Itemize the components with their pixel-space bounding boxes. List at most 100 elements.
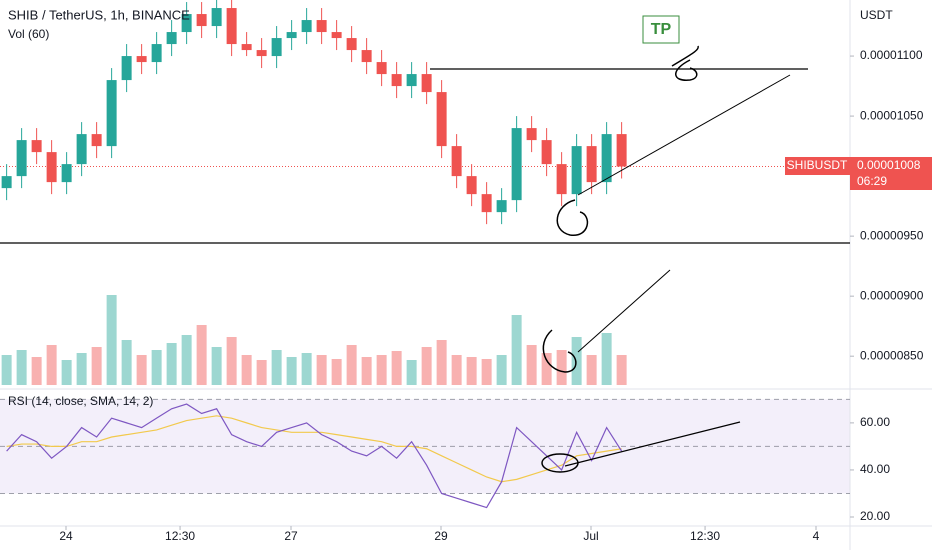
- volume-bar: [406, 360, 417, 385]
- candle-body: [421, 74, 432, 93]
- volume-bar: [91, 347, 102, 385]
- volume-bar: [466, 357, 477, 385]
- scribble: [541, 453, 579, 473]
- candle-body: [121, 56, 132, 81]
- y-tick-label: 0.00001050: [860, 108, 924, 122]
- candle-body: [211, 8, 222, 27]
- candle-body: [346, 38, 357, 51]
- volume-title: Vol (60): [8, 27, 49, 41]
- y-tick-label: 0.00001100: [860, 48, 923, 62]
- x-tick-label: 4: [813, 529, 820, 543]
- volume-bar: [31, 357, 42, 385]
- volume-bar: [526, 345, 537, 385]
- candle-body: [166, 32, 177, 45]
- volume-bar: [136, 355, 147, 385]
- candle-body: [316, 20, 327, 33]
- candle-body: [481, 194, 492, 213]
- x-tick-label: 12:30: [690, 529, 720, 543]
- candle-body: [556, 164, 567, 195]
- volume-bar: [496, 355, 507, 385]
- candle-body: [31, 140, 42, 153]
- candle-body: [286, 32, 297, 39]
- candle-body: [196, 14, 207, 27]
- volume-bar: [556, 350, 567, 385]
- symbol: SHIBUSDT: [787, 158, 848, 172]
- candle-body: [271, 38, 282, 57]
- volume-bar: [256, 360, 267, 385]
- volume-bar: [541, 353, 552, 385]
- volume-bar: [451, 355, 462, 385]
- volume-bar: [286, 357, 297, 385]
- y-tick-label: 0.00000950: [860, 228, 924, 242]
- volume-bar: [16, 350, 27, 385]
- candle-body: [511, 128, 522, 201]
- tp-box: [642, 15, 680, 44]
- x-tick-label: 29: [434, 529, 448, 543]
- volume-bar: [346, 345, 357, 385]
- volume-bar: [511, 315, 522, 385]
- candle-body: [106, 80, 117, 147]
- volume-bar: [151, 350, 162, 385]
- volume-bar: [481, 359, 492, 385]
- rsi-title: RSI (14, close, SMA, 14, 2): [8, 394, 153, 408]
- candle-body: [241, 44, 252, 51]
- volume-bar: [571, 337, 582, 385]
- candle-body: [586, 146, 597, 183]
- candle-body: [451, 146, 462, 177]
- countdown: 06:29: [857, 174, 887, 188]
- volume-bar: [211, 347, 222, 385]
- trend-line: [577, 74, 791, 196]
- candle-body: [571, 146, 582, 195]
- candle-body: [466, 176, 477, 195]
- volume-bar: [421, 347, 432, 385]
- volume-trend-line: [577, 269, 671, 353]
- scribble: [556, 199, 589, 236]
- volume-bar: [241, 355, 252, 385]
- rsi-sma-line: [6, 415, 622, 483]
- volume-bar: [121, 340, 132, 385]
- candle-body: [601, 134, 612, 183]
- volume-bar: [376, 355, 387, 385]
- volume-bar: [106, 295, 117, 385]
- volume-bar: [166, 343, 177, 385]
- candle-body: [226, 8, 237, 45]
- y-axis-label: USDT: [860, 8, 893, 22]
- scribble: [671, 45, 699, 81]
- volume-bar: [316, 355, 327, 385]
- x-tick-label: Jul: [583, 529, 598, 543]
- tp-label: TP: [651, 21, 672, 38]
- candle-body: [181, 14, 192, 33]
- candle-body: [376, 62, 387, 75]
- chart-title: SHIB / TetherUS, 1h, BINANCE: [8, 7, 190, 22]
- volume-bar: [301, 353, 312, 385]
- candle-body: [76, 134, 87, 165]
- rsi-tick-label: 40.00: [860, 462, 890, 476]
- x-tick-label: 27: [284, 529, 298, 543]
- volume-bar: [331, 359, 342, 385]
- volume-bar: [76, 353, 87, 385]
- rsi-line: [6, 403, 623, 509]
- candle-body: [91, 134, 102, 147]
- candle-body: [61, 164, 72, 183]
- last-price: 0.00001008: [857, 158, 921, 172]
- candle-body: [436, 92, 447, 147]
- candle-body: [391, 74, 402, 87]
- symbol-tag: [785, 157, 850, 175]
- candle-body: [526, 128, 537, 141]
- marks: 0.00001100 0.00001050 0.00000950 0.00000900…: [0, 0, 924, 543]
- candle-body: [406, 74, 417, 87]
- y-tick-label: 0.00000900: [860, 288, 924, 302]
- volume-bar: [361, 357, 372, 385]
- candle-body: [331, 32, 342, 39]
- candle-body: [541, 140, 552, 165]
- price-tag: [850, 157, 932, 190]
- candle-body: [361, 50, 372, 63]
- candle-body: [1, 176, 12, 189]
- candle-body: [136, 56, 147, 63]
- volume-bar: [586, 355, 597, 385]
- volume-bar: [46, 345, 57, 385]
- scribble: [542, 329, 577, 373]
- volume-bar: [436, 340, 447, 385]
- volume-bar: [226, 337, 237, 385]
